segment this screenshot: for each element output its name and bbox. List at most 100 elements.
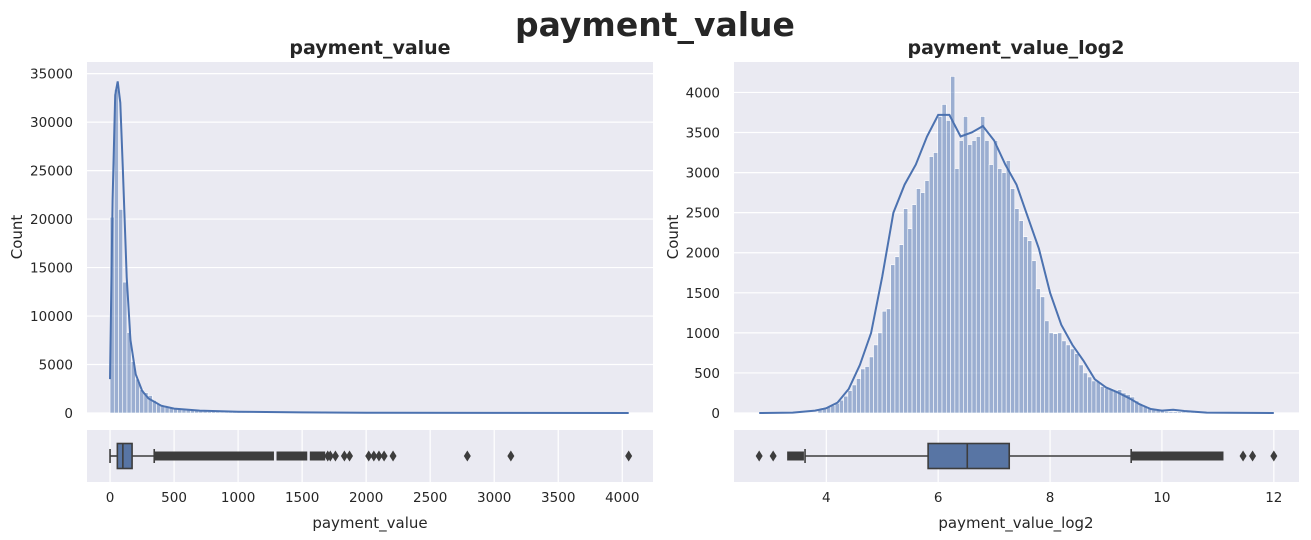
right-boxplot-outlier [1239,450,1247,462]
right-boxplot-outlier [1270,450,1278,462]
left-boxplot-outlier [340,450,348,462]
right-histogram-bar [890,264,896,414]
right-histogram-bar [1010,188,1016,414]
right-boxplot-x-ticks: 4 6 8 10 12 [822,490,1282,506]
right-histogram-y-tick-label: 2500 [686,206,720,222]
right-histogram-bar [894,256,900,414]
right-histogram-bar [860,368,866,414]
right-histogram-bar [1018,220,1024,414]
right-histogram-bar [1177,411,1182,414]
right-histogram-bar [1172,411,1178,414]
right-histogram-bar [1108,388,1114,414]
right-histogram-y-tick-label: 0 [711,406,720,422]
right-histogram-y-tick-label: 2000 [686,246,720,262]
left-boxplot-xlabel: payment_value [312,514,427,533]
right-histogram-bar [903,208,909,414]
right-histogram-bar [1087,376,1093,414]
right-boxplot-x-tick-label: 4 [822,490,831,506]
right-histogram-bar [1001,172,1007,414]
right-histogram-bar [864,366,870,414]
right-histogram-y-ticks: 0 500 1000 1500 2000 2500 3000 3500 4000 [686,85,720,422]
left-histogram-y-tick-label: 35000 [30,67,73,83]
right-histogram-bar [1104,387,1110,414]
right-histogram-bar [937,116,943,414]
right-boxplot-xlabel: payment_value_log2 [938,514,1093,533]
right-histogram-bar [1057,332,1063,414]
right-histogram-bar [1027,240,1033,414]
right-histogram-bar [1074,353,1080,414]
right-histogram-bar [963,116,968,414]
right-boxplot [755,442,1278,470]
right-boxplot-outlier [769,450,777,462]
right-histogram-bar [988,164,994,414]
right-histogram-bar [933,152,939,414]
left-histogram-y-tick-label: 0 [64,406,73,422]
right-histogram-bar [924,180,930,414]
right-histogram-bar [984,140,990,414]
right-histogram-bar [1040,296,1046,414]
right-histogram-bar [886,308,891,414]
right-boxplot-x-tick-label: 10 [1153,490,1170,506]
left-histogram-title: payment_value [289,37,450,59]
right-histogram-bar [1164,411,1170,414]
left-histogram-panel: 0 5000 10000 15000 20000 25000 30000 35000 paym… [8,37,653,422]
right-histogram-bar [1031,260,1037,414]
right-histogram-bar [1061,340,1067,414]
right-histogram-bar [971,140,977,414]
left-boxplot-x-tick-label: 1000 [221,490,255,506]
right-histogram-bar [920,192,926,414]
left-boxplot-x-tick-label: 2500 [413,490,447,506]
left-boxplot-x-tick-label: 2000 [349,490,383,506]
right-histogram-bar [1014,208,1020,414]
right-histogram-bar [1023,236,1028,414]
right-boxplot-outlier [755,450,763,462]
right-histogram-kde-line [759,113,1274,414]
right-boxplot-outlier-band [787,451,804,461]
right-histogram-y-tick-label: 3000 [686,166,720,182]
left-histogram-ylabel: Count [8,215,26,260]
right-histogram-bar [877,332,883,414]
left-histogram-kde-line [109,81,629,414]
right-boxplot-x-tick-label: 8 [1046,490,1055,506]
left-histogram-y-tick-label: 15000 [30,261,73,277]
right-histogram-bar [1005,160,1011,414]
left-histogram-y-tick-label: 5000 [39,358,73,374]
left-histogram-bar [122,281,128,414]
right-histogram-y-tick-label: 4000 [686,85,720,101]
figure-suptitle: payment_value [515,5,795,44]
left-histogram-y-tick-label: 25000 [30,164,73,180]
right-histogram-bar [1035,288,1041,414]
right-histogram-bar [941,104,947,414]
left-histogram-axes-bg [87,62,653,413]
left-boxplot-outlier [365,450,373,462]
right-histogram-y-tick-label: 500 [694,366,720,382]
left-boxplot-x-tick-label: 0 [106,490,115,506]
right-boxplot-x-tick-label: 12 [1265,490,1282,506]
right-boxplot-outlier [1249,450,1257,462]
right-histogram-bar [1044,320,1050,414]
left-boxplot-panel: 0 500 1000 1500 2000 2500 3000 3500 4000 payment… [87,430,653,533]
left-boxplot-outlier-band [154,451,274,461]
right-histogram-bar [1112,390,1118,414]
right-histogram-bar [1048,332,1054,414]
right-histogram-bar [1095,381,1101,414]
right-histogram-bar [1078,364,1084,414]
left-boxplot-outlier [389,450,397,462]
left-boxplot-x-tick-label: 4000 [605,490,639,506]
right-histogram-bar [898,244,904,414]
right-histogram-bar [873,344,879,414]
left-histogram-grid [87,73,653,414]
right-histogram-bar [856,378,862,414]
right-boxplot-panel: 4 6 8 10 12 payment_value_log2 [734,430,1299,533]
right-histogram-y-tick-label: 3500 [686,126,720,142]
right-histogram-bar [958,140,964,414]
left-histogram-y-tick-label: 20000 [30,212,73,228]
right-boxplot-outlier-band [1131,451,1224,461]
left-boxplot-iqr-box [116,442,133,470]
right-histogram-bar [954,168,960,414]
left-boxplot [109,442,633,470]
right-histogram-ylabel: Count [664,215,682,260]
left-histogram-bar [118,209,124,414]
left-boxplot-x-tick-label: 1500 [285,490,319,506]
